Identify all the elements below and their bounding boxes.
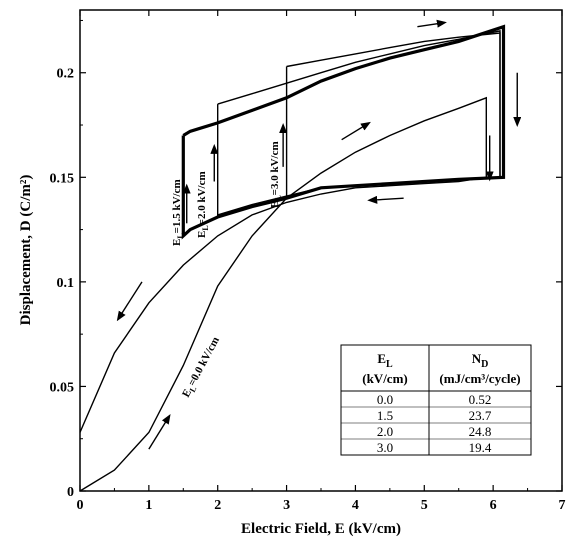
direction-arrow [148,414,171,450]
series-label-rest: =0.0 kV/cm [186,335,222,388]
x-tick-label: 1 [145,498,152,513]
direction-arrow [116,281,143,322]
direction-arrow [341,121,371,141]
series-label-rest: =3.0 kV/cm [269,141,281,195]
table-header: ND [472,351,489,370]
series-label-3: EL=3.0 kV/cm [269,141,283,208]
y-tick-label: 0.15 [50,171,75,186]
y-axis-title: Displacement, D (C/m²) [18,175,34,326]
table-header-main: E [377,351,386,366]
series-label-2: EL=2.0 kV/cm [196,171,210,238]
table-cell: 3.0 [377,440,393,455]
x-tick-label: 2 [214,498,221,513]
table-cell: 2.0 [377,424,393,439]
series-label-sub: L [274,195,283,200]
x-axis-title: Electric Field, E (kV/cm) [241,521,401,537]
series-label-main: E [269,201,281,208]
series-label-sub: L [201,225,210,230]
y-tick-label: 0.1 [57,276,75,291]
series-label-rest: =2.0 kV/cm [196,171,208,225]
table-header-main: N [472,351,482,366]
table-cell: 24.8 [469,424,492,439]
data-table: EL(kV/cm)ND(mJ/cm³/cycle)0.0 0.521.5 23.72… [340,344,532,456]
y-tick-label: 0.05 [50,380,75,395]
x-tick-label: 3 [283,498,290,513]
y-tick-label: 0 [67,485,74,500]
x-tick-label: 6 [490,498,497,513]
table-header-sub: D [481,359,488,370]
table-cell: 23.7 [469,408,492,423]
series-line-0 [79,96,487,492]
x-tick-label: 4 [352,498,359,513]
table-cell: 0.0 [377,392,393,407]
direction-arrows [116,19,522,450]
x-tick-label: 0 [77,498,84,513]
series-label-rest: =1.5 kV/cm [171,179,183,233]
table-header: EL [377,351,393,370]
table-cell: 0.52 [469,392,492,407]
table-header-unit: (kV/cm) [362,371,408,386]
series-label-0: EL=0.0 kV/cm [180,335,224,400]
table-header-sub: L [386,359,393,370]
table-cell: 1.5 [377,408,393,423]
axis-ticks: 0 1 2 3 4 5 6 7 0 0.05 0.1 0.15 0.2 [50,10,566,513]
direction-arrow [417,19,447,28]
table-frame [340,344,532,456]
x-tick-label: 7 [559,498,566,513]
series-group [79,24,506,492]
series-line-1 [181,24,506,240]
series-label-sub: L [188,385,198,394]
series-line-3 [285,32,501,200]
series-label-main: E [196,231,208,238]
series-label-1: EL=1.5 kV/cm [171,179,185,246]
series-label-main: E [171,239,183,246]
table-cell: 19.4 [469,440,492,455]
series-label-sub: L [176,233,185,238]
direction-arrow [367,195,404,204]
x-tick-label: 5 [421,498,428,513]
y-tick-label: 0.2 [57,67,75,82]
table-header-unit: (mJ/cm³/cycle) [439,371,520,386]
